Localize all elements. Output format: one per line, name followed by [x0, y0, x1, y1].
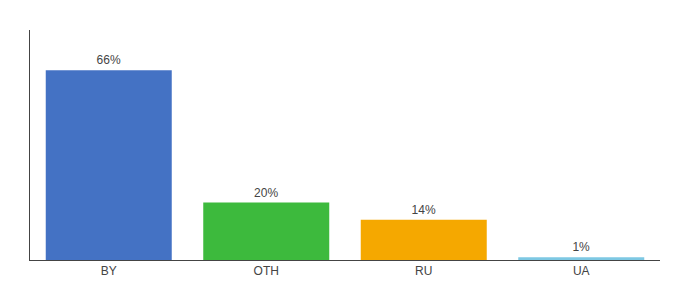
svg-text:BY: BY	[101, 264, 117, 278]
svg-text:20%: 20%	[254, 186, 278, 200]
svg-text:1%: 1%	[572, 240, 590, 254]
svg-text:UA: UA	[573, 264, 590, 278]
svg-text:66%: 66%	[97, 53, 121, 67]
svg-text:14%: 14%	[412, 203, 436, 217]
svg-text:OTH: OTH	[254, 264, 279, 278]
svg-text:RU: RU	[415, 264, 432, 278]
